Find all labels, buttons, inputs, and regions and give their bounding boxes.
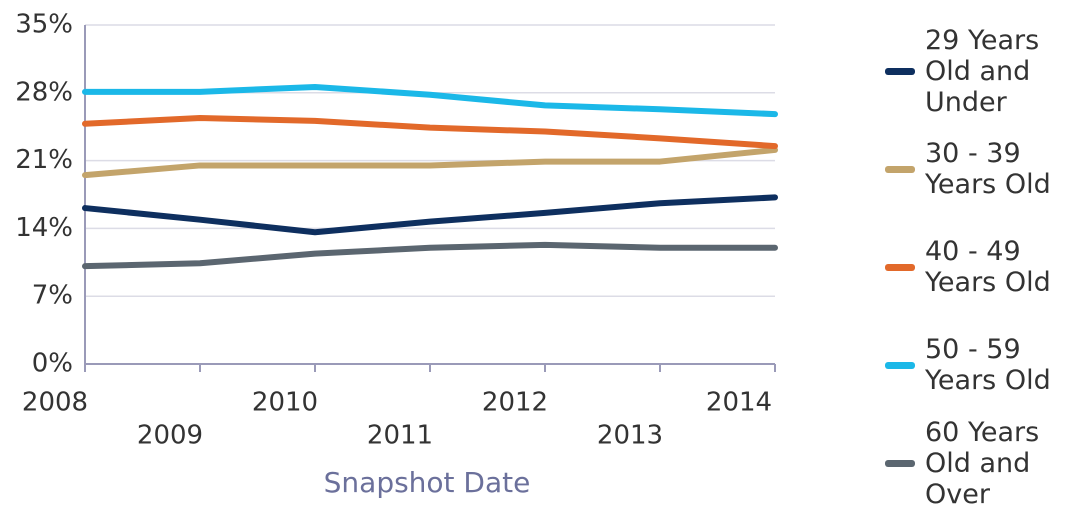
legend-item: 30 - 39 Years Old [885,120,1084,218]
legend: 29 Years Old and Under 30 - 39 Years Old 4… [885,22,1084,506]
legend-item: 40 - 49 Years Old [885,218,1084,316]
legend-label: 30 - 39 Years Old [925,138,1051,200]
x-tick-label: 2009 [137,421,203,451]
x-tick-label: 2013 [597,421,663,451]
series-line [82,83,778,118]
series-line [82,146,778,179]
legend-swatch [885,67,915,75]
x-tick-label: 2014 [706,388,772,418]
y-tick-label: 28% [15,77,73,107]
legend-label: 50 - 59 Years Old [925,334,1051,396]
legend-item: 50 - 59 Years Old [885,316,1084,414]
y-tick-label: 21% [15,145,73,175]
x-tick-label: 2010 [252,388,318,418]
x-tick-label: 2012 [482,388,548,418]
legend-label: 29 Years Old and Under [925,24,1040,118]
y-tick-label: 14% [15,213,73,243]
plot: Snapshot Date 0% 7% 14% 21% 28% 35% 2008 2009 20… [15,10,778,499]
y-tick-label: 35% [15,10,73,40]
legend-swatch [885,459,915,467]
legend-swatch [885,165,915,173]
y-tick-label: 7% [32,281,73,311]
legend-swatch [885,361,915,369]
y-tick-label: 0% [32,349,73,379]
legend-item: 60 Years Old and Over [885,414,1084,506]
legend-label: 40 - 49 Years Old [925,236,1051,298]
x-axis-title: Snapshot Date [324,466,531,499]
series-line [82,194,778,236]
legend-item: 29 Years Old and Under [885,22,1084,120]
series-line [82,114,778,150]
legend-swatch [885,263,915,271]
x-tick-label: 2008 [22,388,88,418]
series-line [82,241,778,270]
legend-label: 60 Years Old and Over [925,416,1040,506]
x-tick-label: 2011 [367,421,433,451]
